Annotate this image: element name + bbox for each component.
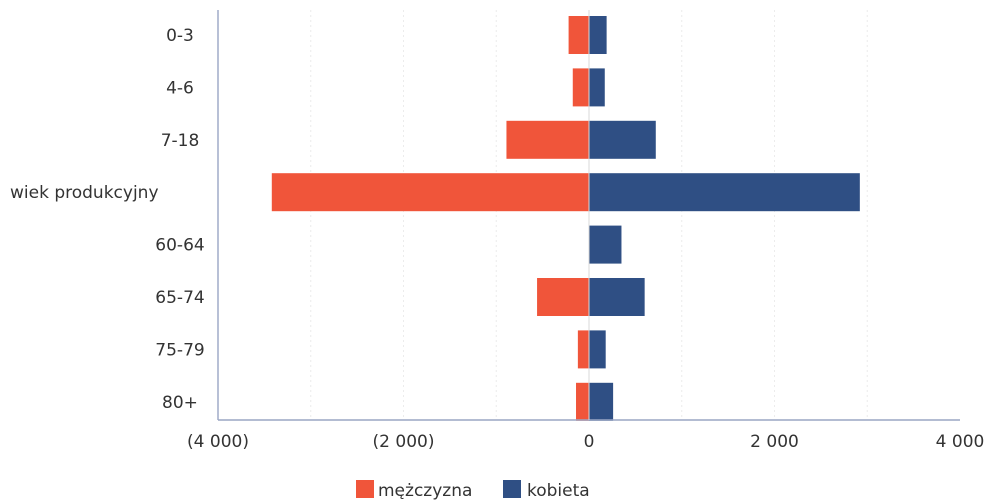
legend-label-2: kobieta — [527, 481, 590, 501]
bar-series1-6 — [577, 330, 589, 369]
category-label: 65-74 — [155, 288, 204, 308]
bar-series2-7 — [589, 382, 614, 421]
category-label: 80+ — [162, 393, 198, 413]
bar-series2-2 — [589, 120, 656, 159]
bar-series2-3 — [589, 173, 860, 212]
bar-series1-3 — [271, 173, 589, 212]
legend-label-1: mężczyzna — [378, 481, 472, 501]
x-tick-label: (2 000) — [373, 432, 435, 452]
axes-layer — [217, 10, 960, 421]
bar-series1-0 — [568, 16, 589, 54]
bar-series1-7 — [576, 382, 589, 421]
category-label: 60-64 — [155, 236, 204, 256]
bar-series2-4 — [589, 225, 622, 264]
category-label: 7-18 — [161, 131, 200, 151]
x-tick-label: 0 — [584, 432, 595, 452]
bar-series1-2 — [506, 120, 589, 159]
category-label: 75-79 — [155, 340, 204, 360]
grid-layer — [310, 10, 868, 420]
x-tick-label: (4 000) — [187, 432, 249, 452]
bar-series2-0 — [589, 16, 607, 54]
category-label: 4-6 — [166, 78, 194, 98]
bars-layer — [271, 16, 860, 421]
x-tick-labels: (4 000) (2 000) 0 2 000 4 000 — [187, 432, 984, 452]
x-tick-label: 4 000 — [936, 432, 984, 452]
bar-series2-6 — [589, 330, 606, 369]
category-label: wiek produkcyjny — [10, 183, 159, 203]
category-labels: 0-3 4-6 7-18 wiek produkcyjny 60-64 65-74 75-7… — [10, 26, 205, 413]
legend: mężczyzna kobieta — [356, 480, 590, 501]
bar-series1-1 — [572, 68, 589, 107]
x-tick-label: 2 000 — [750, 432, 799, 452]
bar-series2-1 — [589, 68, 605, 107]
category-label: 0-3 — [166, 26, 194, 46]
legend-swatch-2 — [503, 480, 521, 498]
bar-series2-5 — [589, 278, 645, 316]
legend-swatch-1 — [356, 480, 374, 498]
bar-series1-5 — [537, 278, 589, 316]
